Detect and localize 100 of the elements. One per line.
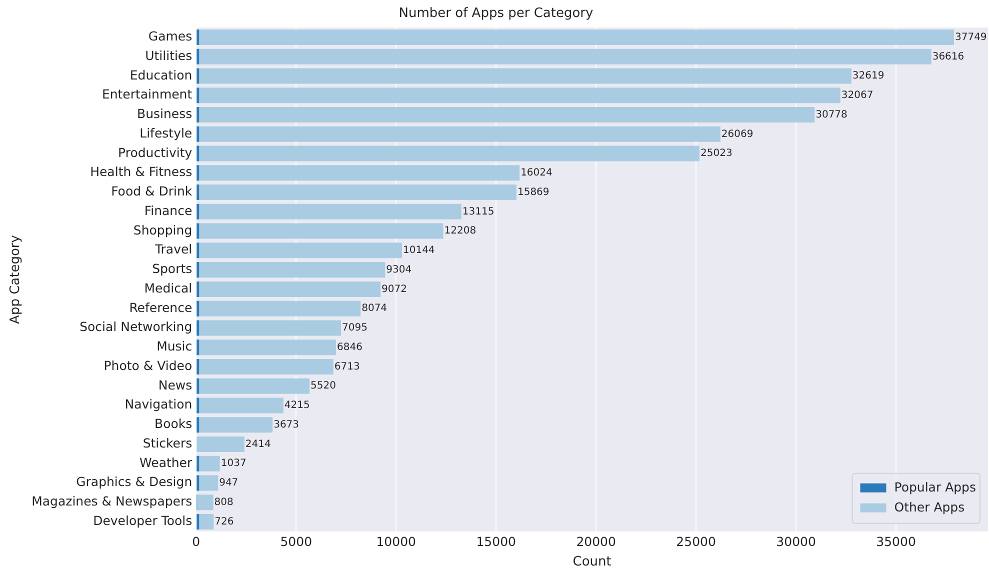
data-label: 947 — [219, 478, 238, 489]
bar — [196, 223, 200, 239]
data-label: 13115 — [462, 206, 494, 218]
y-tick-label: Utilities — [145, 48, 192, 63]
data-label: 16024 — [520, 168, 552, 179]
bar — [196, 378, 200, 394]
y-tick-label: Shopping — [133, 222, 192, 238]
bar — [199, 184, 516, 200]
x-tick-label: 5000 — [280, 534, 312, 550]
bar — [197, 494, 214, 510]
bar — [199, 514, 214, 530]
y-tick-label: Finance — [144, 202, 192, 218]
y-tick-label: Stickers — [142, 435, 192, 450]
data-label: 10144 — [402, 245, 435, 256]
bar — [196, 68, 200, 84]
y-tick-label: Business — [137, 106, 192, 122]
y-tick-label: Weather — [140, 454, 193, 470]
bar — [196, 204, 200, 220]
data-label: 1037 — [220, 458, 246, 470]
data-label: 32067 — [841, 90, 874, 102]
data-label: 9072 — [382, 284, 407, 295]
data-label: 36616 — [932, 51, 964, 62]
bar — [199, 398, 284, 414]
bar — [199, 107, 815, 123]
y-tick-label: Music — [156, 338, 192, 354]
y-tick-label: Developer Tools — [93, 512, 192, 528]
bar — [196, 88, 200, 104]
bar — [199, 68, 852, 84]
bar — [199, 300, 361, 316]
y-tick-label: Productivity — [118, 144, 193, 160]
x-tick-label: 10000 — [376, 534, 416, 550]
bar — [199, 204, 462, 220]
data-label: 4215 — [284, 400, 310, 412]
bar — [199, 242, 402, 258]
bar — [196, 417, 200, 433]
bar — [196, 281, 200, 297]
y-axis-title: App Category — [8, 234, 24, 324]
x-tick-label: 15000 — [476, 534, 516, 550]
bar — [199, 165, 520, 181]
y-tick-label: Magazines & Newspapers — [32, 494, 192, 509]
bar — [199, 262, 386, 278]
data-label: 726 — [214, 516, 234, 528]
data-label: 12208 — [444, 226, 476, 237]
bar — [196, 514, 200, 530]
bar — [199, 48, 932, 64]
bar — [199, 358, 334, 374]
data-label: 37749 — [954, 32, 987, 43]
bar — [196, 146, 200, 162]
y-tick-label: Games — [148, 28, 192, 44]
legend-label: Popular Apps — [894, 480, 976, 495]
y-tick-label: Books — [154, 416, 192, 432]
bar — [199, 456, 220, 472]
y-tick-label: Entertainment — [102, 86, 192, 102]
bar — [199, 378, 310, 394]
y-tick-label: Reference — [129, 300, 192, 315]
data-label: 25023 — [700, 148, 732, 160]
x-axis-title: Count — [572, 554, 612, 570]
bar — [196, 456, 200, 472]
y-tick-label: Graphics & Design — [76, 474, 192, 490]
y-tick-label: News — [158, 377, 192, 392]
x-tick-label: 0 — [192, 534, 200, 550]
bar — [196, 300, 200, 316]
legend-label: Other Apps — [894, 500, 965, 515]
bar — [196, 398, 200, 414]
data-label: 3673 — [274, 419, 300, 430]
bar — [199, 30, 954, 46]
bar — [196, 340, 200, 356]
bar — [196, 358, 200, 374]
y-tick-label: Food & Drink — [111, 184, 193, 199]
y-tick-label: Sports — [152, 261, 192, 276]
data-label: 9304 — [386, 264, 412, 276]
bar — [196, 242, 200, 258]
x-tick-label: 25000 — [676, 534, 716, 550]
bar — [199, 320, 342, 336]
bar — [199, 281, 381, 297]
bar — [196, 126, 200, 142]
bar — [196, 436, 244, 452]
chart-title: Number of Apps per Category — [398, 6, 594, 22]
y-tick-label: Navigation — [124, 396, 192, 412]
y-tick-label: Travel — [154, 242, 192, 257]
bar — [196, 165, 200, 181]
data-label: 6713 — [334, 361, 360, 372]
data-label: 26069 — [721, 128, 754, 140]
bar — [199, 88, 840, 104]
data-label: 30778 — [816, 109, 848, 120]
data-label: 32619 — [852, 70, 884, 82]
bar — [199, 146, 700, 162]
bar — [196, 30, 200, 46]
y-tick-label: Education — [130, 67, 192, 82]
bar — [196, 320, 200, 336]
bar — [199, 126, 720, 142]
bar — [196, 48, 200, 64]
data-label: 2414 — [245, 438, 271, 450]
data-label: 15869 — [517, 186, 550, 198]
y-tick-label: Medical — [144, 280, 192, 296]
data-label: 8074 — [362, 303, 388, 314]
x-tick-label: 30000 — [776, 534, 816, 550]
data-label: 6846 — [337, 342, 362, 353]
bar — [196, 475, 200, 491]
y-tick-label: Social Networking — [80, 319, 192, 334]
